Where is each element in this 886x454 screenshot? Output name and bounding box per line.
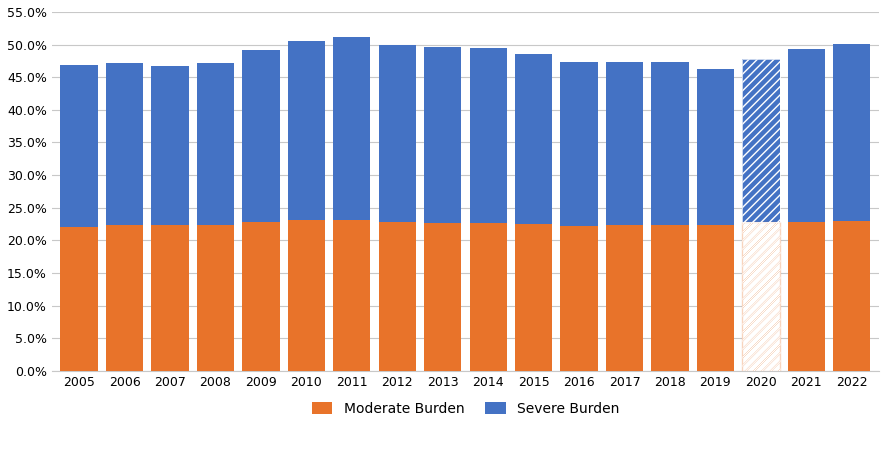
Bar bbox=[833, 222, 870, 371]
Bar bbox=[696, 69, 734, 225]
Bar bbox=[378, 222, 416, 371]
Bar bbox=[242, 50, 279, 222]
Bar bbox=[152, 225, 189, 371]
Bar bbox=[606, 62, 643, 225]
Bar bbox=[424, 46, 462, 223]
Bar bbox=[152, 66, 189, 225]
Bar bbox=[515, 54, 552, 224]
Bar bbox=[742, 222, 780, 371]
Bar bbox=[424, 223, 462, 371]
Bar bbox=[515, 224, 552, 371]
Bar bbox=[288, 220, 325, 371]
Bar bbox=[470, 223, 507, 371]
Bar bbox=[197, 64, 234, 225]
Bar bbox=[288, 41, 325, 220]
Bar bbox=[696, 225, 734, 371]
Bar bbox=[742, 222, 780, 371]
Bar bbox=[788, 222, 825, 371]
Bar bbox=[651, 225, 688, 371]
Bar bbox=[106, 63, 144, 225]
Bar bbox=[788, 49, 825, 222]
Bar bbox=[742, 59, 780, 222]
Bar bbox=[197, 225, 234, 371]
Bar bbox=[561, 226, 598, 371]
Bar bbox=[651, 62, 688, 225]
Bar bbox=[60, 227, 97, 371]
Bar bbox=[742, 59, 780, 222]
Bar bbox=[561, 62, 598, 226]
Bar bbox=[378, 45, 416, 222]
Bar bbox=[606, 225, 643, 371]
Bar bbox=[742, 222, 780, 371]
Bar bbox=[106, 225, 144, 371]
Bar bbox=[60, 65, 97, 227]
Bar bbox=[242, 222, 279, 371]
Bar bbox=[470, 48, 507, 223]
Legend: Moderate Burden, Severe Burden: Moderate Burden, Severe Burden bbox=[306, 396, 625, 421]
Bar bbox=[333, 220, 370, 371]
Bar bbox=[833, 44, 870, 222]
Bar bbox=[333, 37, 370, 220]
